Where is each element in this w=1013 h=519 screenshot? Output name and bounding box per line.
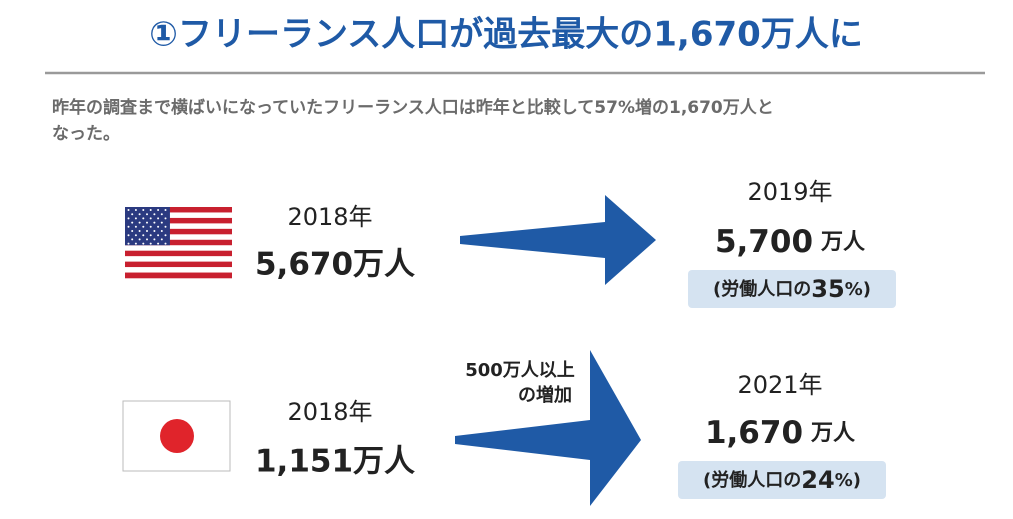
annotation: 500万人以上 — [465, 360, 575, 381]
flag-part — [131, 213, 134, 216]
share-prefix: (労働人口の — [713, 278, 811, 300]
flag-part — [146, 213, 148, 216]
flag-part — [157, 217, 160, 220]
flag-part — [125, 239, 232, 246]
description-line: なった。 — [52, 124, 120, 144]
flag-part — [134, 225, 137, 228]
annotation: の増加 — [518, 384, 572, 406]
flag-part — [125, 250, 232, 257]
flag-part — [149, 209, 152, 211]
flag-part — [149, 217, 152, 220]
flag-part — [142, 242, 145, 245]
flag-part — [125, 256, 232, 262]
flag-part — [164, 217, 167, 220]
flag-part — [164, 234, 167, 237]
flag-part — [125, 228, 232, 235]
flag-part — [138, 238, 141, 241]
flag-part — [131, 221, 134, 224]
flag-part — [127, 217, 130, 220]
year: 2018年 — [287, 203, 372, 231]
flag-part — [142, 209, 145, 211]
flag-part — [134, 217, 137, 220]
flag-part — [138, 221, 141, 224]
flag-part — [157, 242, 160, 245]
flag-part — [125, 212, 232, 219]
unit: 万人 — [820, 230, 865, 255]
flag-part — [146, 238, 148, 241]
flag-part — [157, 209, 160, 211]
flag-part — [125, 217, 232, 224]
flag-part — [134, 242, 137, 245]
flag-part — [127, 242, 130, 245]
share-value: 24 — [801, 466, 834, 494]
share-prefix: (労働人口の — [703, 469, 801, 491]
flag-part — [164, 225, 167, 228]
share: (労働人口の24%) — [703, 466, 861, 494]
flag-part — [164, 242, 167, 245]
flag-part — [125, 207, 232, 213]
flag-part — [146, 230, 148, 232]
flag-part — [153, 213, 156, 216]
flag-part — [127, 234, 130, 237]
flag-part — [160, 238, 163, 241]
flag-part — [142, 234, 145, 237]
flag-part — [125, 261, 232, 268]
flag-part — [160, 213, 163, 216]
title: ①フリーランス人口が過去最大の1,670万人に — [149, 15, 863, 55]
description-line: 昨年の調査まで横ばいになっていたフリーランス人口は昨年と比較して57%増の1,6… — [52, 97, 774, 118]
flag-part — [134, 209, 137, 211]
flag-part — [138, 230, 141, 232]
year: 2018年 — [287, 398, 372, 426]
flag-part — [153, 238, 156, 241]
share-suffix: %) — [835, 470, 861, 491]
flag-part — [149, 242, 152, 245]
flag-part — [149, 234, 152, 237]
flag-part — [138, 213, 141, 216]
population: 1,151万人 — [255, 444, 415, 480]
flag-part — [153, 221, 156, 224]
japan-flag-sun — [160, 419, 194, 453]
year: 2019年 — [747, 178, 832, 206]
flag-part — [127, 209, 130, 211]
flag-part — [125, 223, 232, 230]
flag-part — [157, 234, 160, 237]
year: 2021年 — [737, 371, 822, 399]
flag-part — [125, 234, 232, 241]
flag-part — [157, 225, 160, 228]
flag-part — [134, 234, 137, 237]
population: 5,700 万人 — [715, 224, 865, 260]
unit: 万人 — [810, 421, 855, 446]
share-box — [678, 461, 886, 499]
share: (労働人口の35%) — [713, 275, 871, 303]
share-value: 35 — [811, 275, 844, 303]
flag-part — [149, 225, 152, 228]
flag-part — [125, 245, 232, 251]
us-flag — [125, 207, 232, 279]
population: 5,670万人 — [255, 247, 415, 283]
flag-part — [160, 221, 163, 224]
flag-part — [142, 225, 145, 228]
arrow — [455, 350, 641, 506]
share-box — [688, 270, 896, 308]
flag-part — [146, 221, 148, 224]
flag-part — [131, 230, 134, 232]
flag-part — [164, 209, 167, 211]
flag-part — [131, 238, 134, 241]
flag-part — [153, 230, 156, 232]
population: 1,670 万人 — [705, 415, 855, 451]
flag-part — [142, 217, 145, 220]
arrow — [460, 195, 656, 285]
flag-part — [127, 225, 130, 228]
number: 5,700 — [715, 224, 813, 260]
flag-part — [125, 267, 232, 273]
number: 1,670 — [705, 415, 803, 451]
flag-part — [160, 230, 163, 232]
share-suffix: %) — [845, 279, 871, 300]
flag-part — [125, 272, 232, 279]
